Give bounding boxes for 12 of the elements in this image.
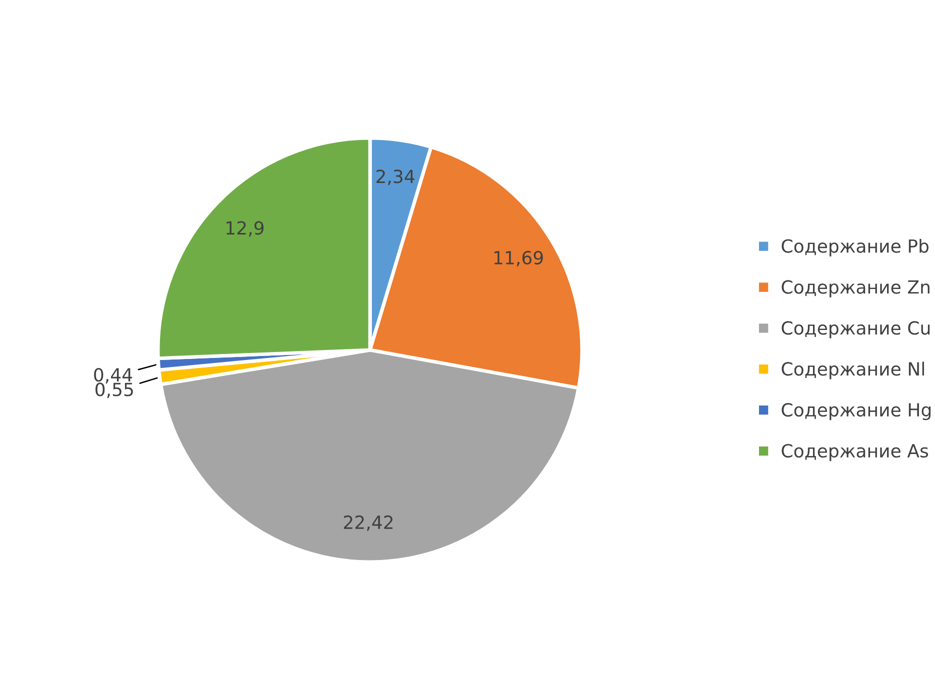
data-label: 0,44 (94, 368, 132, 384)
data-label: 22,42 (344, 515, 393, 531)
data-label: 0,55 (96, 382, 133, 398)
legend-label: Содержание Zn (782, 280, 930, 298)
data-label: 2,34 (376, 170, 414, 186)
legend-label: Содержание Pb (782, 238, 929, 256)
legend-label: Содержание Cu (782, 321, 930, 338)
legend-label: Содержание Hg (782, 403, 931, 420)
legend-label: Содержание Nl (782, 362, 924, 380)
legend-label: Содержание As (782, 444, 928, 462)
data-label: 12,9 (226, 221, 264, 237)
data-label: 11,69 (494, 250, 543, 266)
